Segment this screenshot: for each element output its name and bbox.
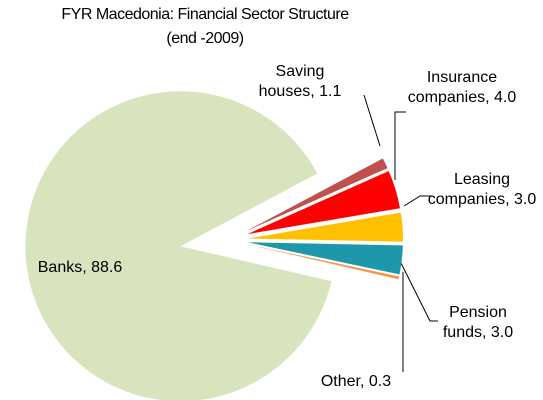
data-label: Insurance companies, 4.0 xyxy=(407,69,517,106)
pie-slice xyxy=(25,91,332,400)
chart-title: FYR Macedonia: Financial Sector Structur… xyxy=(61,6,349,23)
data-label: Pension funds, 3.0 xyxy=(442,304,514,341)
leader-line xyxy=(363,94,381,147)
data-label: Saving houses, 1.1 xyxy=(258,63,342,100)
data-label: Banks, 88.6 xyxy=(37,259,123,276)
pie-slice xyxy=(247,244,400,280)
pie-slice xyxy=(247,171,400,235)
leader-line xyxy=(394,111,406,180)
pie-slice xyxy=(247,212,403,242)
data-label: Leasing companies, 3.0 xyxy=(427,171,537,208)
pie-slice xyxy=(247,242,403,275)
leader-line xyxy=(400,262,438,322)
leader-line xyxy=(403,195,432,207)
pie-slice xyxy=(245,158,388,232)
chart-subtitle: (end -2009) xyxy=(166,30,244,47)
data-label: Other, 0.3 xyxy=(320,373,392,390)
